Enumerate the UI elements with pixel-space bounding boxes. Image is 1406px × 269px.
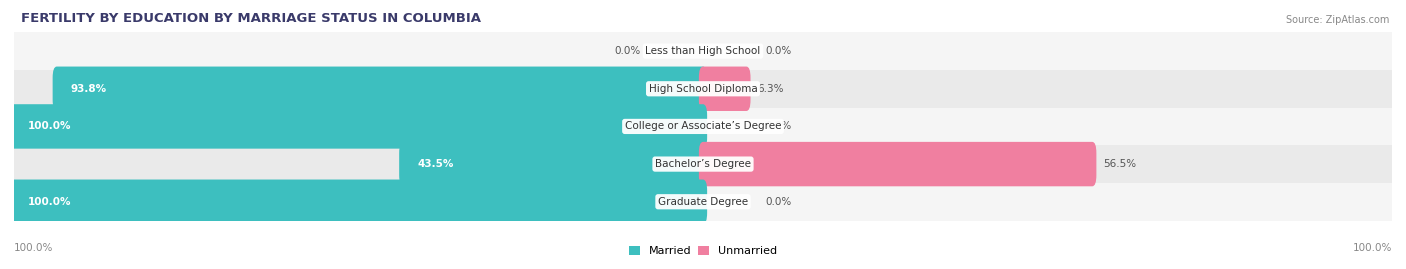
Bar bbox=[14, 183, 1392, 221]
Bar bbox=[14, 70, 1392, 108]
Legend: Married, Unmarried: Married, Unmarried bbox=[628, 246, 778, 256]
FancyBboxPatch shape bbox=[10, 179, 707, 224]
Text: 0.0%: 0.0% bbox=[765, 197, 792, 207]
Text: 100.0%: 100.0% bbox=[14, 243, 53, 253]
FancyBboxPatch shape bbox=[699, 142, 1097, 186]
Bar bbox=[14, 145, 1392, 183]
Text: 93.8%: 93.8% bbox=[70, 84, 107, 94]
Text: High School Diploma: High School Diploma bbox=[648, 84, 758, 94]
Text: 0.0%: 0.0% bbox=[765, 121, 792, 132]
Text: College or Associate’s Degree: College or Associate’s Degree bbox=[624, 121, 782, 132]
FancyBboxPatch shape bbox=[52, 66, 707, 111]
Text: Graduate Degree: Graduate Degree bbox=[658, 197, 748, 207]
Text: 100.0%: 100.0% bbox=[28, 121, 72, 132]
Bar bbox=[14, 108, 1392, 145]
Text: 43.5%: 43.5% bbox=[418, 159, 454, 169]
Text: Bachelor’s Degree: Bachelor’s Degree bbox=[655, 159, 751, 169]
Text: 6.3%: 6.3% bbox=[758, 84, 785, 94]
FancyBboxPatch shape bbox=[699, 66, 751, 111]
Text: 0.0%: 0.0% bbox=[765, 46, 792, 56]
Text: Source: ZipAtlas.com: Source: ZipAtlas.com bbox=[1286, 15, 1389, 25]
Text: 0.0%: 0.0% bbox=[614, 46, 641, 56]
Text: 56.5%: 56.5% bbox=[1104, 159, 1136, 169]
FancyBboxPatch shape bbox=[399, 142, 707, 186]
Text: Less than High School: Less than High School bbox=[645, 46, 761, 56]
FancyBboxPatch shape bbox=[10, 104, 707, 149]
Text: 100.0%: 100.0% bbox=[28, 197, 72, 207]
Bar bbox=[14, 32, 1392, 70]
Text: FERTILITY BY EDUCATION BY MARRIAGE STATUS IN COLUMBIA: FERTILITY BY EDUCATION BY MARRIAGE STATU… bbox=[21, 12, 481, 25]
Text: 100.0%: 100.0% bbox=[1353, 243, 1392, 253]
